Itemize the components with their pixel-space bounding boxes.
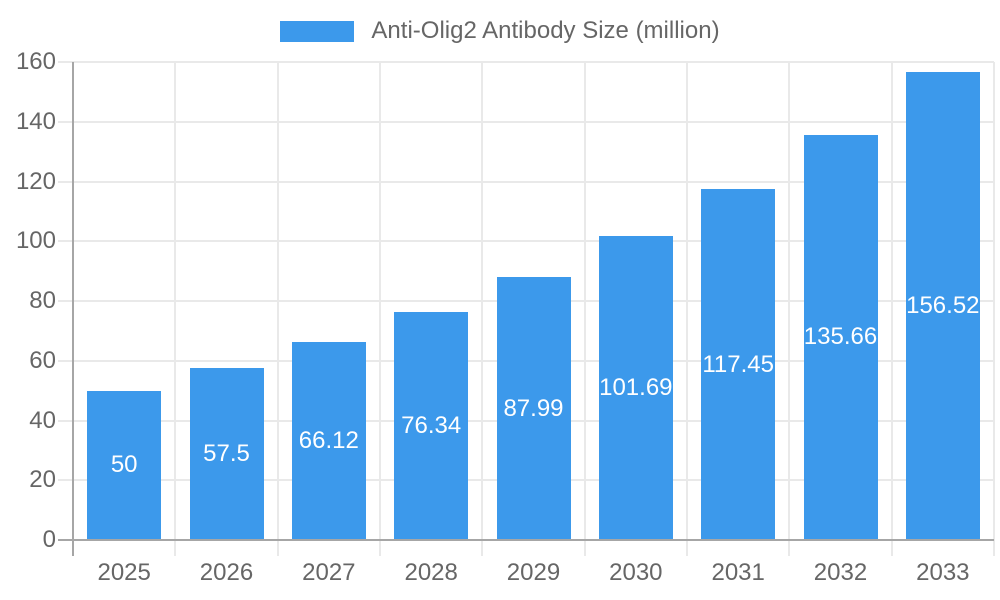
y-tick-label: 20 xyxy=(29,466,56,494)
x-gridline xyxy=(686,62,688,540)
bar[interactable] xyxy=(496,277,571,540)
x-gridline xyxy=(174,62,177,540)
x-tick-mark xyxy=(890,540,893,556)
x-tick-label: 2028 xyxy=(404,559,458,586)
x-tick-mark xyxy=(174,540,177,556)
bar-value-label: 50 xyxy=(110,451,138,479)
y-gridline xyxy=(73,61,994,63)
y-tick-label: 40 xyxy=(29,406,56,434)
x-tick-mark xyxy=(788,540,791,556)
bar[interactable] xyxy=(87,390,162,540)
y-gridline xyxy=(73,180,994,183)
y-tick-label: 120 xyxy=(15,167,56,195)
x-tick-mark xyxy=(686,540,688,556)
y-tick-mark xyxy=(58,479,73,482)
y-gridline xyxy=(73,240,994,243)
bar-value-label: 156.52 xyxy=(906,292,980,320)
y-tick-label: 80 xyxy=(29,287,56,314)
bar-value-label: 66.12 xyxy=(298,427,359,455)
x-gridline xyxy=(788,62,791,540)
y-tick-mark xyxy=(58,359,73,362)
x-tick-label: 2031 xyxy=(711,559,765,586)
legend-swatch-icon xyxy=(280,20,355,42)
y-tick-mark xyxy=(58,240,73,243)
y-gridline xyxy=(73,120,994,123)
x-gridline xyxy=(276,62,279,540)
x-gridline xyxy=(890,62,893,540)
bar-value-label: 57.5 xyxy=(203,440,250,468)
y-tick-mark xyxy=(58,180,73,183)
x-axis-line xyxy=(58,539,994,541)
bar-value-label: 76.34 xyxy=(401,411,462,439)
bar[interactable] xyxy=(394,311,469,540)
x-gridline xyxy=(993,62,995,540)
x-gridline xyxy=(583,62,586,540)
y-tick-label: 140 xyxy=(15,107,56,135)
bar-value-label: 135.66 xyxy=(803,323,878,351)
x-tick-mark xyxy=(379,540,381,556)
bar[interactable] xyxy=(905,72,980,540)
x-tick-mark xyxy=(993,540,995,556)
chart-legend[interactable]: Anti-Olig2 Antibody Size (million) xyxy=(0,14,1000,48)
x-tick-label: 2026 xyxy=(199,559,254,586)
x-tick-label: 2030 xyxy=(609,559,663,586)
bar-value-label: 117.45 xyxy=(702,350,774,378)
bar-value-label: 101.69 xyxy=(599,374,673,402)
bar[interactable] xyxy=(803,134,878,540)
y-tick-mark xyxy=(58,61,73,63)
y-tick-mark xyxy=(58,419,73,422)
x-gridline xyxy=(481,62,484,540)
x-gridline xyxy=(379,62,381,540)
bar[interactable] xyxy=(189,368,264,540)
x-tick-mark xyxy=(481,540,484,556)
y-tick-mark xyxy=(58,300,73,302)
x-tick-label: 2029 xyxy=(506,559,561,586)
x-tick-label: 2032 xyxy=(813,559,868,586)
x-tick-label: 2025 xyxy=(97,559,151,586)
y-tick-label: 100 xyxy=(15,227,56,255)
bar[interactable] xyxy=(291,342,366,540)
legend-label: Anti-Olig2 Antibody Size (million) xyxy=(371,17,720,44)
x-tick-label: 2033 xyxy=(916,559,970,586)
bar-value-label: 87.99 xyxy=(503,394,564,422)
y-tick-label: 0 xyxy=(42,526,56,553)
x-tick-label: 2027 xyxy=(302,559,356,586)
y-tick-mark xyxy=(58,120,73,123)
y-tick-label: 60 xyxy=(29,346,56,374)
y-axis-line xyxy=(72,62,74,556)
bar[interactable] xyxy=(701,189,776,540)
x-tick-mark xyxy=(583,540,586,556)
x-tick-mark xyxy=(276,540,279,556)
bar[interactable] xyxy=(598,236,673,540)
y-tick-label: 160 xyxy=(15,48,56,75)
